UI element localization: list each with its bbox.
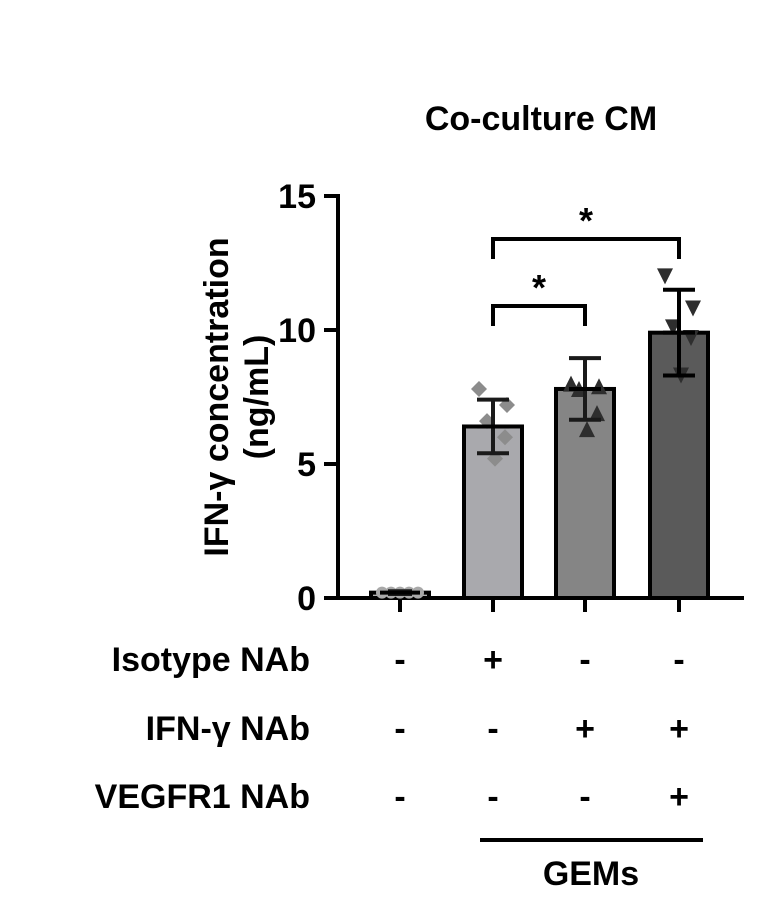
bar xyxy=(554,386,616,600)
condition-value: + xyxy=(575,710,595,748)
data-point xyxy=(657,268,673,285)
condition-value: - xyxy=(673,641,684,679)
data-point xyxy=(589,405,605,422)
y-axis-label-line1: IFN-γ concentration xyxy=(198,237,236,556)
condition-value: + xyxy=(669,710,689,748)
chart-title: Co-culture CM xyxy=(425,100,657,138)
condition-value: - xyxy=(579,641,590,679)
condition-value: - xyxy=(487,710,498,748)
y-axis-label: IFN-γ concentration (ng/mL) xyxy=(198,237,276,556)
significance-bracket xyxy=(491,237,681,259)
significance-label: * xyxy=(579,200,593,241)
y-tick-label: 0 xyxy=(297,580,316,618)
y-tick-label: 5 xyxy=(297,446,316,484)
y-tick-label: 10 xyxy=(278,312,316,350)
data-point xyxy=(497,429,513,446)
significance-bracket xyxy=(491,304,587,326)
condition-value: - xyxy=(394,641,405,679)
data-point xyxy=(579,421,595,438)
data-point xyxy=(685,300,701,317)
data-point xyxy=(471,380,487,397)
condition-value: - xyxy=(579,778,590,816)
condition-value: - xyxy=(487,778,498,816)
significance-label: * xyxy=(532,267,546,308)
condition-label: IFN-γ NAb xyxy=(146,710,310,748)
condition-label: Isotype NAb xyxy=(112,641,310,679)
group-label: GEMs xyxy=(543,855,639,893)
condition-label: VEGFR1 NAb xyxy=(95,778,310,816)
y-axis-label-line2: (ng/mL) xyxy=(238,335,276,460)
data-point xyxy=(591,378,607,395)
condition-value: + xyxy=(483,641,503,679)
condition-value: + xyxy=(669,778,689,816)
condition-value: - xyxy=(394,710,405,748)
y-tick-label: 15 xyxy=(278,178,316,216)
condition-value: - xyxy=(394,778,405,816)
